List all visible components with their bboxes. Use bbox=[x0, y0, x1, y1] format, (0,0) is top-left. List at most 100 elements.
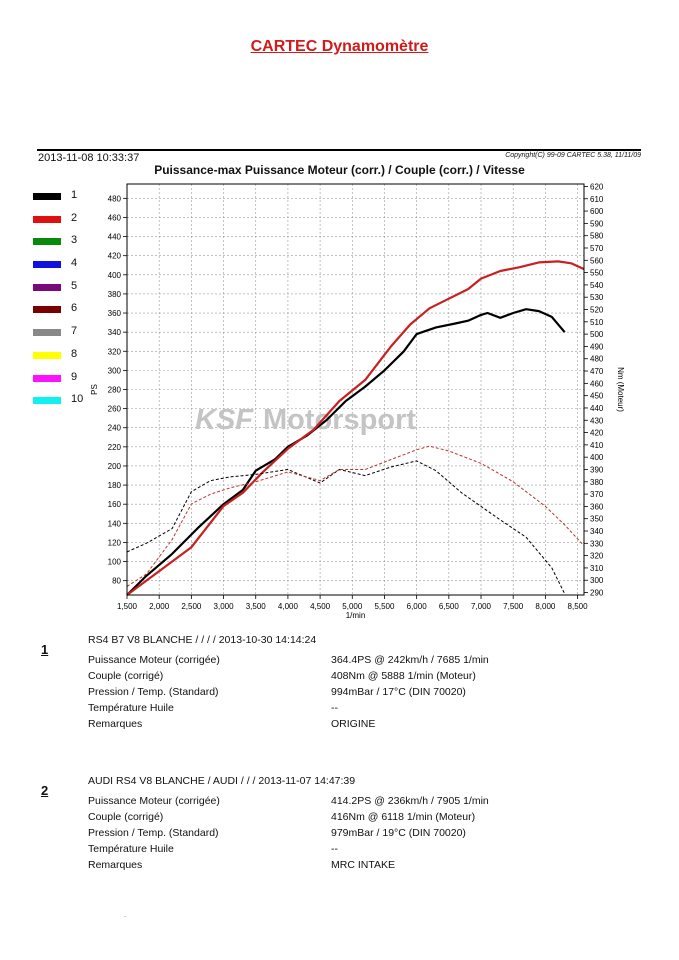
y-left-tick-label: 480 bbox=[108, 194, 122, 203]
y-right-tick-label: 380 bbox=[590, 478, 604, 487]
x-tick-label: 5,000 bbox=[342, 602, 363, 611]
run-row-value: 979mBar / 19°C (DIN 70020) bbox=[331, 827, 466, 839]
y-left-tick-label: 280 bbox=[108, 386, 122, 395]
y-right-tick-label: 620 bbox=[590, 182, 604, 191]
run-row-value: -- bbox=[331, 843, 338, 855]
run-row: Couple (corrigé) 416Nm @ 6118 1/min (Mote… bbox=[88, 811, 648, 825]
series bbox=[126, 260, 585, 596]
y-left-tick-label: 160 bbox=[108, 500, 122, 509]
x-tick-label: 1,500 bbox=[117, 602, 138, 611]
x-tick-label: 8,500 bbox=[568, 602, 589, 611]
watermark-logo: KSF Motorsport bbox=[195, 404, 416, 436]
copyright-text: Copyright(C) 99-09 CARTEC 5.38, 11/11/09 bbox=[505, 152, 641, 159]
watermark-motorsport: Motorsport bbox=[263, 404, 416, 436]
y-right-tick-label: 320 bbox=[590, 552, 604, 561]
y-right-tick-label: 360 bbox=[590, 502, 604, 511]
stray-mark: . bbox=[124, 910, 127, 919]
y-right-tick-label: 310 bbox=[590, 564, 604, 573]
legend-swatch bbox=[33, 238, 61, 246]
legend-label: 2 bbox=[71, 211, 78, 224]
y-right-tick-label: 330 bbox=[590, 539, 604, 548]
run-row-value: 364.4PS @ 242km/h / 7685 1/min bbox=[331, 654, 489, 666]
run-row-value: 414.2PS @ 236km/h / 7905 1/min bbox=[331, 795, 489, 807]
run-row: Pression / Temp. (Standard) 979mBar / 19°… bbox=[88, 827, 648, 841]
run-row: Couple (corrigé) 408Nm @ 5888 1/min (Mote… bbox=[88, 670, 648, 684]
y-right-tick-label: 480 bbox=[590, 355, 604, 364]
run-row-value: 408Nm @ 5888 1/min (Moteur) bbox=[331, 670, 476, 682]
y-right-tick-label: 450 bbox=[590, 392, 604, 401]
header-rule bbox=[37, 149, 641, 151]
y-left-tick-label: 260 bbox=[108, 405, 122, 414]
legend-label: 3 bbox=[71, 234, 78, 247]
y-right-tick-label: 500 bbox=[590, 330, 604, 339]
legend-label: 10 bbox=[71, 393, 84, 406]
y-right-tick-label: 560 bbox=[590, 256, 604, 265]
y-left-tick-label: 360 bbox=[108, 309, 122, 318]
x-tick-label: 7,000 bbox=[471, 602, 492, 611]
y-left-tick-label: 380 bbox=[108, 290, 122, 299]
y-left-tick-label: 400 bbox=[108, 271, 122, 280]
torque-line-1 bbox=[126, 460, 566, 595]
x-tick-label: 3,500 bbox=[246, 602, 267, 611]
grid bbox=[126, 184, 584, 595]
legend-swatch bbox=[33, 261, 61, 269]
y-right-tick-label: 430 bbox=[590, 416, 604, 425]
legend-swatch bbox=[33, 397, 61, 405]
power-line-2 bbox=[126, 260, 585, 596]
legend-swatch bbox=[33, 215, 61, 223]
y-right-tick-label: 600 bbox=[590, 207, 604, 216]
power-line-1 bbox=[126, 308, 566, 596]
y-left-tick-label: 140 bbox=[108, 519, 122, 528]
y-left-tick-label: 460 bbox=[108, 213, 122, 222]
x-tick-label: 4,000 bbox=[278, 602, 299, 611]
y-right-tick-label: 580 bbox=[590, 232, 604, 241]
run-number: 1 bbox=[41, 642, 49, 657]
run-row-label: Température Huile bbox=[88, 843, 174, 855]
y-right-tick-label: 410 bbox=[590, 441, 604, 450]
run-row: Pression / Temp. (Standard) 994mBar / 17°… bbox=[88, 686, 648, 700]
run-row: Puissance Moteur (corrigée) 364.4PS @ 242… bbox=[88, 654, 648, 668]
y-right-tick-label: 570 bbox=[590, 244, 604, 253]
run-row: Remarques ORIGINE bbox=[88, 718, 648, 732]
run-row-label: Pression / Temp. (Standard) bbox=[88, 686, 219, 698]
x-tick-label: 3,000 bbox=[214, 602, 235, 611]
y-left-tick-label: 440 bbox=[108, 233, 122, 242]
run-row-value: 416Nm @ 6118 1/min (Moteur) bbox=[331, 811, 476, 823]
y-right-tick-label: 460 bbox=[590, 379, 604, 388]
x-tick-label: 4,500 bbox=[310, 602, 331, 611]
legend-label: 5 bbox=[71, 279, 78, 292]
y-right-tick-label: 370 bbox=[590, 490, 604, 499]
y-left-tick-label: 420 bbox=[108, 252, 122, 261]
axes: 1,500 2,000 2,500 3,000 3,500 4,000 4,500 5,000… bbox=[108, 182, 604, 611]
y-right-tick-label: 510 bbox=[590, 318, 604, 327]
legend-label: 6 bbox=[71, 302, 78, 315]
y-right-tick-label: 340 bbox=[590, 527, 604, 536]
run-row-label: Puissance Moteur (corrigée) bbox=[88, 795, 220, 807]
legend-label: 8 bbox=[71, 347, 78, 360]
y-right-tick-label: 610 bbox=[590, 195, 604, 204]
run-row-label: Remarques bbox=[88, 718, 143, 730]
y-right-tick-label: 350 bbox=[590, 515, 604, 524]
run-row-label: Couple (corrigé) bbox=[88, 670, 164, 682]
x-tick-label: 2,500 bbox=[181, 602, 202, 611]
x-tick-label: 6,500 bbox=[439, 602, 460, 611]
x-tick-label: 7,500 bbox=[503, 602, 524, 611]
y-right-tick-label: 470 bbox=[590, 367, 604, 376]
chart-subtitle: Puissance-max Puissance Moteur (corr.) /… bbox=[154, 163, 525, 177]
report-title: CARTEC Dynamomètre bbox=[250, 38, 429, 55]
y-left-tick-label: 80 bbox=[112, 577, 121, 586]
y-right-tick-label: 590 bbox=[590, 219, 604, 228]
y-right-tick-label: 530 bbox=[590, 293, 604, 302]
x-tick-label: 6,000 bbox=[407, 602, 428, 611]
y-right-tick-label: 390 bbox=[590, 465, 604, 474]
legend-swatch bbox=[33, 329, 61, 337]
y-axis-left-label: PS bbox=[90, 384, 99, 395]
y-right-tick-label: 440 bbox=[590, 404, 604, 413]
run-number: 2 bbox=[41, 783, 49, 798]
y-left-tick-label: 300 bbox=[108, 366, 122, 375]
watermark-ksf: KSF bbox=[195, 404, 254, 436]
run-row-label: Couple (corrigé) bbox=[88, 811, 164, 823]
x-tick-label: 8,000 bbox=[535, 602, 556, 611]
x-tick-label: 5,500 bbox=[374, 602, 395, 611]
run-row: Température Huile -- bbox=[88, 702, 648, 716]
